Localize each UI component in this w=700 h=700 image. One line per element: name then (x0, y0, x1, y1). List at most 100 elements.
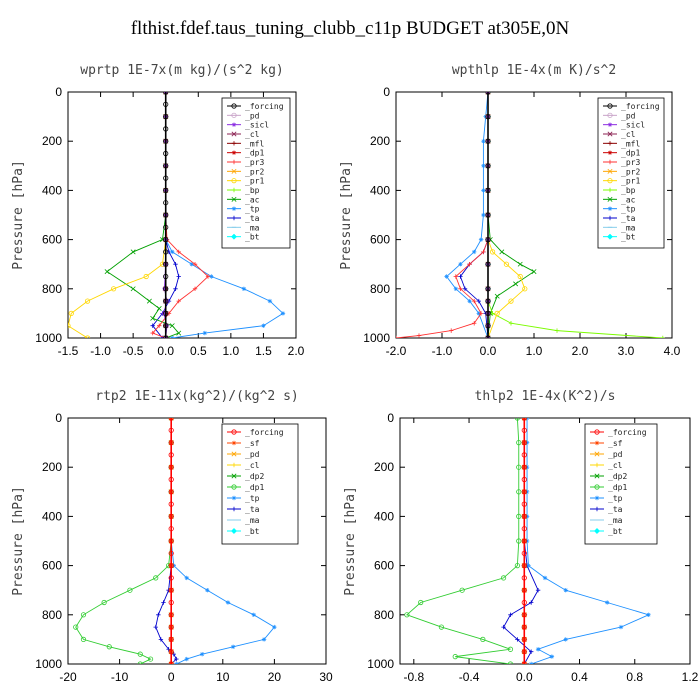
legend-entry-ma-label: _ma (608, 516, 623, 525)
y-axis-label: Pressure [hPa] (11, 486, 26, 596)
legend-entry-bt-marker (230, 527, 238, 535)
legend-entry-bp-label: _bp (245, 186, 260, 195)
series-forcing-point (168, 599, 174, 606)
y-tick-label: 1000 (35, 657, 62, 671)
series-ta-point (150, 323, 155, 328)
series-ta-point (174, 656, 179, 662)
series-ta-point (528, 649, 534, 654)
legend-entry-cl-marker (607, 131, 613, 137)
series-tp-point (184, 575, 189, 581)
series-ac-point (531, 269, 537, 275)
x-tick-label: 3.0 (618, 344, 635, 358)
series-forcing-point (168, 575, 174, 581)
series-forcing-point (521, 439, 527, 446)
series-forcing-point (163, 335, 169, 338)
series-bp-point (508, 321, 514, 326)
legend-entry-ta-label: _ta (621, 214, 636, 223)
y-axis-label: Pressure [hPa] (343, 486, 358, 596)
y-tick-label: 600 (42, 233, 62, 247)
legend-entry-bt-label: _bt (608, 527, 623, 536)
series-pr1-line (68, 92, 167, 338)
y-tick-label: 400 (374, 509, 394, 523)
legend-entry-ma-label: _ma (245, 223, 260, 232)
series-dp1-point (418, 599, 424, 606)
series-forcing-point (168, 489, 174, 495)
series-dp1-point (516, 489, 522, 495)
series-forcing-point (168, 476, 174, 483)
x-tick-label: 0.0 (480, 344, 497, 358)
series-tp-point (542, 575, 548, 581)
legend-entry-sicl-marker (231, 122, 237, 127)
series-forcing-point (163, 261, 169, 267)
series-tp-point (535, 647, 541, 652)
series-pr3-point (481, 249, 486, 255)
legend-entry-ac-label: _ac (245, 195, 260, 204)
series-dp1-point (137, 661, 143, 664)
legend-box (597, 97, 665, 249)
series-forcing-point (485, 212, 491, 218)
series-forcing-point (521, 526, 527, 532)
series-sicl-point (164, 323, 170, 328)
x-tick-label: 4.0 (664, 344, 681, 358)
series-pr1-point (503, 261, 509, 267)
legend-entry-tp-marker (231, 495, 237, 501)
series-tp-point (205, 588, 210, 593)
series-ta-point (161, 600, 166, 605)
series-forcing-point (485, 335, 491, 338)
x-tick-label: 0.5 (190, 344, 207, 358)
legend-entry-dp1-marker (594, 484, 600, 490)
x-tick-label: 0.0 (516, 670, 533, 684)
series-tp-point (184, 656, 189, 662)
y-tick-label: 600 (42, 559, 62, 573)
legend-entry-pd-label: _pd (608, 450, 623, 459)
series-forcing-point (521, 575, 527, 581)
series-tp-point (170, 249, 175, 255)
x-tick-label: -20 (59, 670, 77, 684)
series-forcing-point (163, 249, 169, 255)
series-pr3-point (478, 311, 484, 316)
series-ac-point (146, 298, 152, 304)
series-forcing-point (485, 323, 491, 329)
series-dp1-point (101, 599, 107, 606)
series-dp1-point (516, 538, 522, 544)
legend: _forcing_pd_sicl_cl_mfl_dp1_pr3_pr2_pr1_… (221, 97, 291, 249)
x-tick-label: 1.0 (223, 344, 240, 358)
series-ta-point (508, 612, 513, 617)
series-tp-point (476, 311, 481, 316)
series-ac-point (513, 281, 519, 287)
y-tick-label: 1000 (35, 331, 62, 345)
series-pr1-line (487, 92, 526, 338)
legend-entry-pd-marker (594, 451, 600, 457)
legend-entry-cl-label: _cl (245, 130, 260, 139)
series-forcing-point (521, 501, 527, 507)
series-ta-point (171, 651, 176, 657)
x-tick-label: 2.0 (288, 344, 305, 358)
series-tp-line (445, 92, 489, 338)
series-ac-point (499, 249, 505, 255)
series-tp-point (646, 612, 651, 617)
series-bp-point (490, 311, 495, 316)
series-dp1-point (516, 464, 522, 470)
legend-entry-pr1-label: _pr1 (245, 177, 264, 186)
panel-title: thlp2 1E-4x(K^2)/s (475, 389, 616, 404)
x-tick-label: 1.5 (255, 344, 272, 358)
plot-frame (67, 91, 297, 339)
legend-entry-bt-label: _bt (245, 233, 260, 242)
series-forcing-point (521, 649, 527, 655)
series-ta-point (176, 274, 181, 279)
series-forcing-point (163, 200, 169, 206)
legend-entry-bp-label: _bp (621, 186, 636, 195)
series-ta-point (458, 274, 463, 279)
series-pr3-point (176, 298, 181, 304)
series-forcing-point (485, 187, 491, 193)
x-tick-label: 30 (319, 670, 333, 684)
series-forcing-point (521, 636, 527, 643)
series-forcing-point (168, 452, 174, 458)
series-pr3-point (472, 298, 477, 304)
legend-entry-pr1-marker (231, 178, 237, 184)
series-pr3-point (472, 321, 477, 326)
series-tp-line (526, 418, 650, 664)
y-tick-label: 800 (370, 282, 390, 296)
legend-entry-mfl-label: _mfl (621, 139, 640, 148)
series-forcing-point (521, 427, 527, 433)
